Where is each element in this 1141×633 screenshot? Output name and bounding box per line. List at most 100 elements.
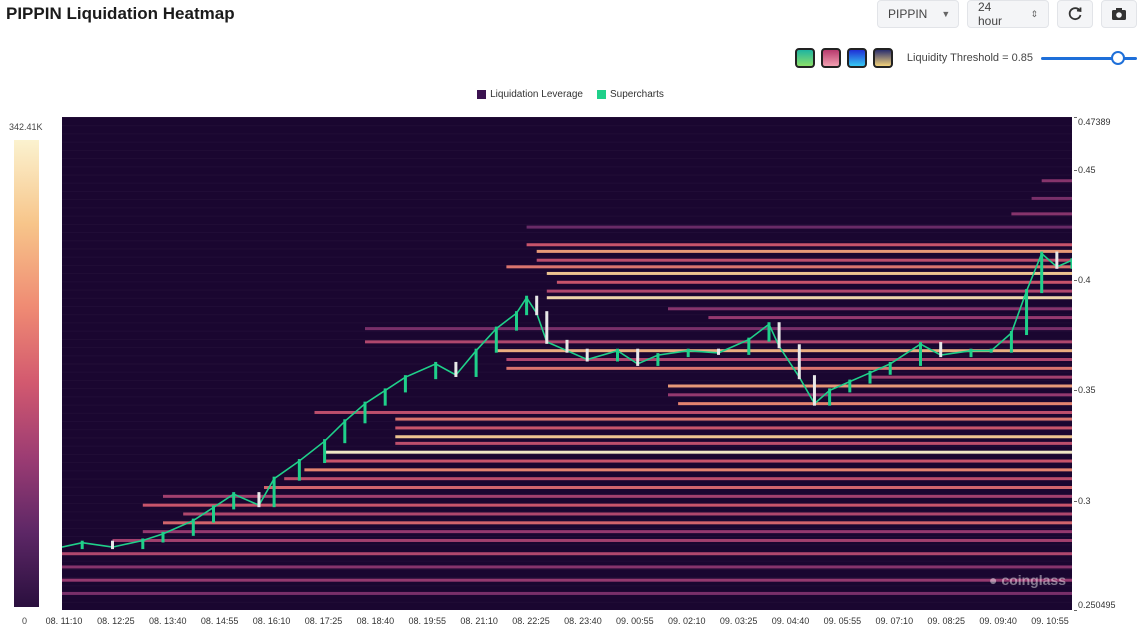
palette-teal-swatch[interactable] [794, 48, 815, 68]
liquidation-level [668, 307, 1072, 311]
watermark-text: coinglass [1001, 572, 1066, 588]
background-band [62, 232, 1072, 233]
liquidation-level [1011, 212, 1072, 216]
liquidation-level [183, 512, 1072, 516]
background-band [62, 388, 1072, 389]
price-candle [161, 531, 165, 543]
x-tick-label: 08. 11:10 [45, 616, 83, 626]
price-candle [1070, 258, 1072, 269]
chart-legend: Liquidation Leverage Supercharts [0, 89, 1141, 100]
background-band [62, 216, 1072, 217]
liquidation-level [264, 486, 1072, 490]
screenshot-button[interactable] [1101, 0, 1137, 28]
background-band [62, 257, 1072, 258]
liquidation-level [870, 375, 1072, 379]
background-band [62, 125, 1072, 126]
price-candle [848, 379, 852, 393]
up-down-arrows-icon: ⇕ [1030, 8, 1038, 19]
x-tick-label: 08. 18:40 [356, 616, 395, 626]
price-candle [969, 348, 973, 358]
colorbar-min-label: 0 [22, 616, 28, 626]
x-tick-label: 08. 17:25 [304, 616, 343, 626]
watermark: ● coinglass [989, 572, 1066, 588]
liquidation-level [314, 410, 1072, 414]
refresh-button[interactable] [1057, 0, 1093, 28]
y-tick-label: 0.35 [1078, 385, 1096, 396]
palette-pink-swatch[interactable] [820, 48, 841, 68]
colorbar [14, 140, 39, 607]
background-band [62, 142, 1072, 143]
price-candle [232, 492, 236, 510]
x-tick-label: 08. 12:25 [97, 616, 135, 626]
slider-thumb[interactable] [1110, 51, 1125, 65]
background-band [62, 207, 1072, 208]
price-candle [474, 348, 478, 377]
liquidation-level [142, 530, 1072, 534]
x-tick-label: 08. 21:10 [460, 616, 498, 626]
y-tick-mark [1074, 390, 1077, 392]
liquidation-level [163, 494, 1072, 498]
x-tick-label: 09. 07:10 [875, 616, 914, 626]
liquidation-level [668, 384, 1072, 388]
x-tick-label: 08. 23:40 [564, 616, 602, 626]
background-band [62, 306, 1072, 307]
y-tick-label: 0.47389 [1078, 117, 1111, 127]
legend-label: Supercharts [609, 89, 664, 100]
price-candle [1055, 251, 1059, 269]
price-candle [1025, 289, 1029, 336]
y-tick-mark [1074, 500, 1077, 502]
palette-gold-swatch[interactable] [872, 48, 893, 68]
x-tick-label: 09. 04:40 [771, 616, 810, 626]
background-band [62, 544, 1072, 545]
price-candle [494, 326, 498, 353]
legend-item-liquidation-leverage[interactable]: Liquidation Leverage [477, 89, 583, 100]
threshold-label: Liquidity Threshold = 0.85 [906, 52, 1033, 64]
background-band [62, 421, 1072, 422]
y-tick-mark [1074, 280, 1077, 282]
x-tick-label: 09. 10:55 [1031, 616, 1069, 626]
y-tick-label: 0.45 [1078, 164, 1096, 175]
price-candle [257, 492, 261, 508]
price-candle [403, 375, 407, 393]
background-band [62, 191, 1072, 192]
price-candle [747, 337, 751, 355]
background-band [62, 183, 1072, 184]
liquidation-level [62, 578, 1072, 582]
background-band [62, 133, 1072, 134]
price-candle [525, 295, 529, 316]
price-candle [616, 348, 619, 362]
palette-blue-swatch[interactable] [846, 48, 867, 68]
liquidation-level [496, 349, 1072, 353]
legend-item-supercharts[interactable]: Supercharts [596, 89, 664, 100]
liquidation-level [546, 296, 1072, 300]
page-title: PIPPIN Liquidation Heatmap [6, 4, 235, 23]
background-band [62, 158, 1072, 159]
price-candle [767, 322, 771, 342]
y-tick-mark [1074, 117, 1077, 118]
price-candle [656, 353, 660, 366]
background-band [62, 536, 1072, 537]
price-candle [585, 348, 589, 362]
background-band [62, 322, 1072, 323]
symbol-select[interactable]: PIPPIN ▼ [877, 0, 959, 28]
price-candle [797, 344, 801, 380]
price-candle [383, 388, 387, 406]
interval-select[interactable]: 24 hour ⇕ [967, 0, 1049, 28]
heatmap-plot-area[interactable]: ● coinglass [62, 117, 1072, 610]
x-tick-label: 09. 08:25 [927, 616, 965, 626]
threshold-controls: Liquidity Threshold = 0.85 [794, 48, 1137, 68]
liquidation-level [365, 327, 1072, 331]
y-tick-mark [1074, 169, 1077, 171]
background-band [62, 248, 1072, 249]
price-candle [363, 401, 367, 424]
x-tick-label: 08. 13:40 [149, 616, 187, 626]
price-candle [636, 348, 640, 366]
liquidation-level [304, 468, 1072, 472]
background-band [62, 602, 1072, 603]
threshold-slider[interactable] [1041, 51, 1137, 65]
legend-swatch [596, 90, 606, 99]
liquidation-level [112, 538, 1072, 542]
x-tick-label: 08. 22:25 [512, 616, 550, 626]
liquidation-level [284, 477, 1072, 481]
liquidation-level [324, 450, 1072, 454]
